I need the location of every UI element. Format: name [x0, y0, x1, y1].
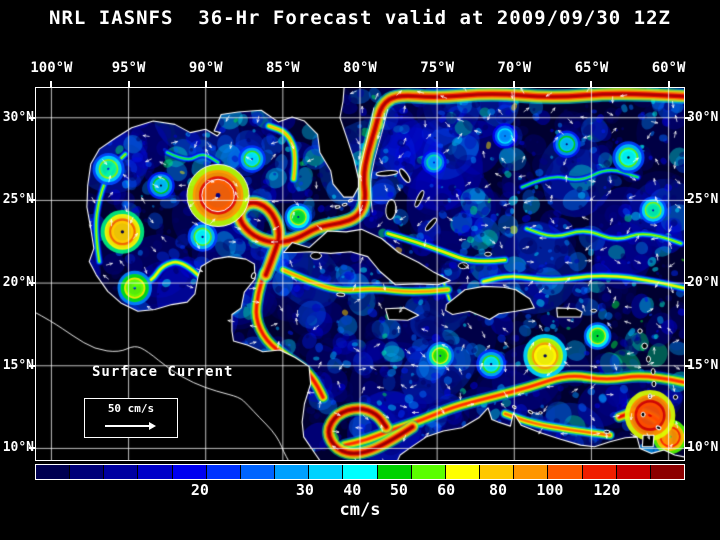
lat-tick-label: 30°N [687, 109, 719, 125]
map-plot: Surface Current 50 cm/s [35, 87, 685, 461]
axis-tick [359, 81, 361, 87]
colorbar-segment [206, 465, 240, 479]
colorbar-segment [377, 465, 411, 479]
axis-tick [685, 282, 691, 285]
colorbar-tick-label: 50 [389, 481, 408, 499]
reference-vector-arrow-icon [105, 422, 157, 431]
axis-tick [667, 81, 670, 87]
axis-tick [436, 81, 439, 87]
axis-tick [685, 116, 691, 119]
colorbar-segment [240, 465, 275, 479]
colorbar-segment [172, 465, 206, 479]
colorbar-segment [138, 465, 172, 479]
axis-tick [685, 364, 691, 367]
axis-tick [29, 199, 35, 202]
lat-tick-label: 20°N [687, 275, 719, 291]
colorbar-segment [548, 465, 582, 479]
colorbar-segment [616, 465, 650, 479]
lat-tick-label: 15°N [687, 357, 719, 373]
colorbar-segment [411, 465, 445, 479]
plot-title: NRL IASNFS 36-Hr Forecast valid at 2009/… [49, 7, 671, 29]
axis-tick [590, 81, 593, 87]
reference-vector-box: 50 cm/s [84, 398, 178, 438]
lat-tick-label: 10°N [687, 440, 719, 456]
axis-tick [685, 447, 691, 450]
lon-tick-label: 85°W [265, 60, 300, 76]
lat-tick-label: 10°N [2, 440, 34, 456]
colorbar-tick-label: 120 [593, 481, 621, 499]
axis-tick [29, 364, 35, 367]
colorbar-unit-label: cm/s [339, 500, 381, 520]
colorbar-tick-label: 100 [536, 481, 564, 499]
colorbar-tick-labels: 20 30 40 50 60 80 100 120 [36, 481, 684, 499]
colorbar-segment [480, 465, 514, 479]
colorbar-tick-label: 60 [437, 481, 456, 499]
colorbar-tick-label: 80 [488, 481, 508, 499]
lat-tick-label: 20°N [2, 275, 34, 291]
colorbar-segment [36, 465, 70, 479]
axis-tick [29, 282, 35, 285]
colorbar-tick-label: 40 [343, 481, 362, 499]
axis-tick [127, 81, 130, 87]
colorbar [35, 464, 685, 480]
axis-tick [50, 81, 53, 87]
colorbar-tick-label: 30 [295, 481, 314, 499]
lat-tick-label: 30°N [2, 109, 34, 125]
colorbar-segment [104, 465, 138, 479]
surface-current-label: Surface Current [92, 364, 234, 380]
axis-tick [29, 116, 35, 119]
colorbar-segment [309, 465, 343, 479]
colorbar-segment [650, 465, 684, 479]
colorbar-segment [582, 465, 616, 479]
lon-tick-label: 60°W [651, 60, 686, 76]
lon-tick-label: 70°W [497, 60, 532, 76]
lat-tick-label: 15°N [2, 357, 34, 373]
lat-tick-label: 25°N [2, 192, 34, 208]
colorbar-segment [343, 465, 377, 479]
lon-tick-label: 80°W [343, 60, 377, 76]
lon-tick-label: 100°W [30, 60, 73, 76]
colorbar-segment [514, 465, 548, 479]
lon-tick-label: 65°W [574, 60, 609, 76]
lat-tick-label: 25°N [687, 192, 719, 208]
colorbar-segment [70, 465, 104, 479]
axis-tick [685, 199, 691, 202]
colorbar-segment [275, 465, 309, 479]
colorbar-segment [445, 465, 480, 479]
reference-vector-label: 50 cm/s [107, 402, 155, 415]
lon-tick-label: 95°W [111, 60, 146, 76]
axis-tick [513, 81, 516, 87]
axis-tick [29, 447, 35, 450]
colorbar-tick-label: 20 [190, 481, 209, 499]
axis-tick [281, 81, 284, 87]
lon-tick-label: 90°W [188, 60, 223, 76]
lon-tick-label: 75°W [420, 60, 454, 76]
axis-tick [204, 81, 207, 87]
